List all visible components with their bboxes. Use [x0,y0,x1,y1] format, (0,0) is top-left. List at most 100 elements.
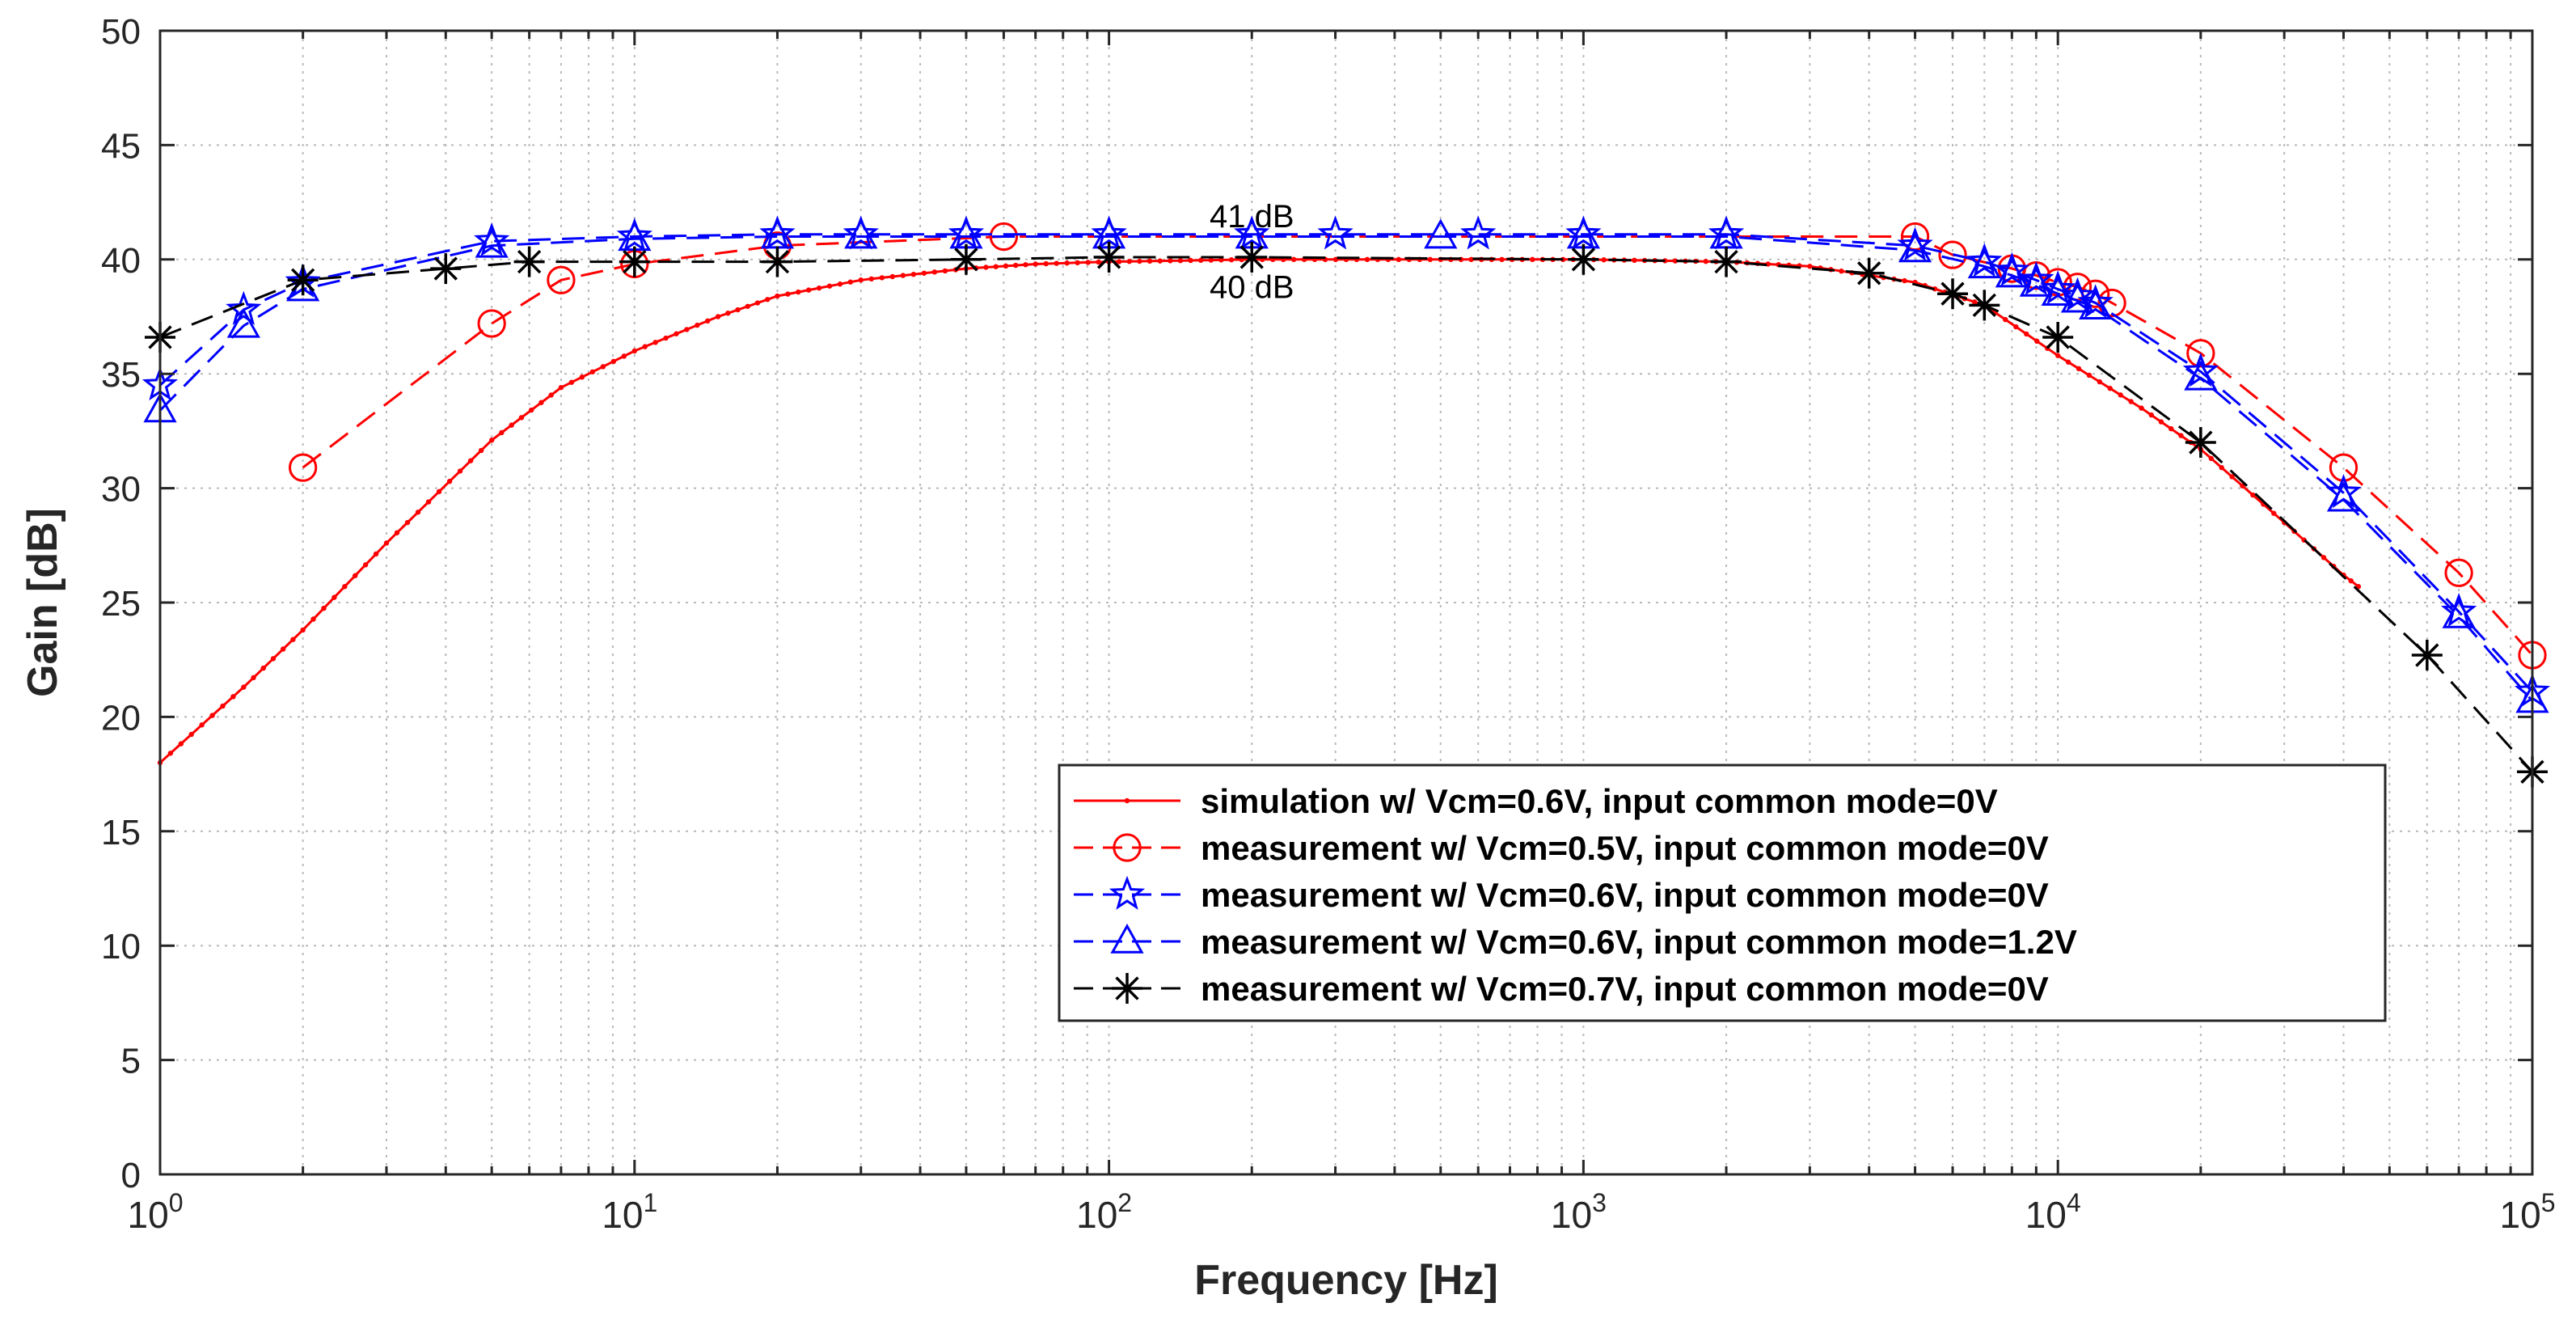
data-point [1147,258,1153,264]
data-point [167,751,174,756]
data-point [220,703,226,709]
data-point [1424,218,1458,249]
data-point [1396,256,1402,262]
data-point [600,364,606,370]
data-point [889,273,896,280]
data-point [879,275,885,281]
x-tick-label: 104 [2025,1188,2081,1236]
data-point [332,594,337,600]
data-point [1898,232,1932,263]
data-point [2271,510,2277,516]
annotations: 41 dB 40 dB [1210,199,1294,306]
data-point [1126,259,1133,264]
data-point [1110,923,1144,954]
data-point [745,303,750,309]
series-line [159,256,2534,773]
data-point [251,675,256,681]
data-point [1468,256,1474,262]
legend-label: measurement w/ Vcm=0.7V, input common mo… [1201,970,2049,1008]
data-point [2229,474,2235,480]
data-point [1290,256,1297,262]
data-point [1427,256,1433,262]
data-point [558,384,564,391]
data-point [1971,299,1978,305]
data-point [1703,259,1709,264]
data-point [2411,640,2443,671]
data-point [2444,558,2473,587]
x-tick-label: 101 [602,1188,657,1236]
y-tick-label: 45 [101,126,141,166]
data-point [1499,256,1505,262]
data-point [2321,555,2327,560]
data-point [2042,321,2074,353]
data-point [1807,264,1813,269]
legend-label: measurement w/ Vcm=0.5V, input common mo… [1201,829,2049,867]
data-point [1937,278,1969,310]
data-point [2003,316,2008,323]
data-point [518,415,525,421]
data-point [1672,258,1679,264]
data-point [430,253,462,285]
data-point [759,215,796,250]
data-point [910,271,917,277]
data-point [2013,324,2019,330]
data-point [425,499,432,505]
data-point [2086,372,2092,379]
data-point [1033,261,1038,267]
data-point [475,227,509,258]
data-point [695,322,700,328]
data-point [1228,257,1235,263]
data-point [816,285,822,291]
x-tick-label: 102 [1076,1188,1132,1236]
data-point [547,265,576,294]
data-point [1601,257,1607,263]
legend-entry: measurement w/ Vcm=0.7V, input common mo… [1074,970,2049,1008]
data-point [1091,215,1127,250]
data-point [942,268,948,274]
data-point [619,246,650,277]
data-point [2041,276,2075,307]
data-point [404,519,411,526]
data-point [383,540,390,546]
data-point [1109,875,1146,910]
y-tick-label: 20 [101,698,141,738]
legend: simulation w/ Vcm=0.6V, input common mod… [1058,764,2387,1022]
x-axis-label: Frequency [Hz] [1194,1257,1498,1304]
data-point [900,273,906,278]
data-point [652,340,658,345]
data-point [1124,797,1130,804]
data-point [1530,256,1535,262]
data-point [1711,246,1742,277]
data-point [178,741,184,747]
data-point [270,656,277,662]
data-point [1168,258,1173,264]
data-point [1565,215,1602,250]
data-point [310,616,316,622]
data-point [353,573,358,578]
data-point [775,293,780,299]
data-point [2326,481,2361,512]
data-point [457,468,463,474]
data-point [589,369,596,374]
data-point [300,627,306,633]
data-point [260,665,266,671]
series-5 [145,241,2548,788]
data-point [785,291,791,297]
data-point [288,453,318,482]
data-point [373,551,379,557]
data-point [1967,248,2001,279]
data-point [1137,258,1142,264]
y-tick-label: 50 [101,12,141,52]
data-point [1995,257,2029,288]
y-tick-label: 5 [121,1042,141,1081]
data-point [1853,257,1885,289]
data-point [2184,360,2218,391]
data-point [842,215,879,250]
y-axis-label: Gain [dB] [19,508,66,697]
data-point [868,276,874,282]
data-point [2107,386,2113,391]
y-tick-label: 40 [101,241,141,281]
data-point [1966,243,2003,277]
data-point [2019,266,2053,297]
data-point [415,510,421,515]
